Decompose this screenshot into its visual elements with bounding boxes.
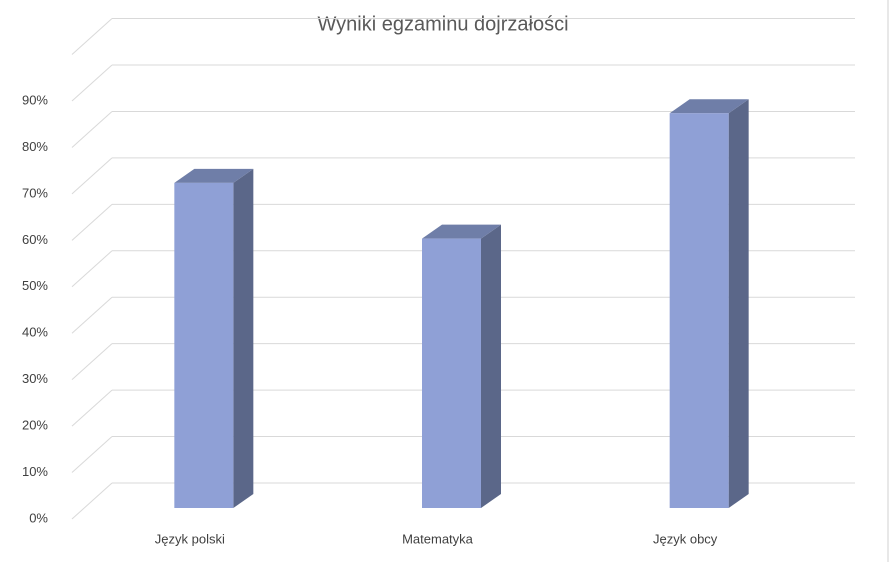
grid-line <box>71 296 113 334</box>
y-tick-label: 50% <box>22 278 48 293</box>
y-tick-label: 10% <box>22 464 48 479</box>
grid-line <box>71 436 113 473</box>
grid-line <box>71 482 113 520</box>
y-tick-label: 0% <box>29 510 48 525</box>
bar-top <box>174 168 254 183</box>
bar <box>422 238 481 508</box>
x-tick-label: Matematyka <box>402 531 474 546</box>
y-tick-label: 30% <box>22 371 48 386</box>
bar-side <box>481 224 501 508</box>
y-tick-label: 40% <box>22 325 48 340</box>
y-tick-label: 80% <box>22 139 48 154</box>
bar <box>174 182 234 508</box>
grid-line <box>71 157 113 195</box>
grid-line <box>71 64 113 102</box>
grid-line <box>71 203 113 241</box>
x-tick-label: Język obcy <box>653 531 718 546</box>
y-tick-label: 70% <box>22 185 48 200</box>
bar-side <box>233 168 254 508</box>
chart-title: Wyniki egzaminu dojrzałości <box>317 13 568 35</box>
grid-line <box>71 343 113 381</box>
x-tick-label: Język polski <box>155 531 225 546</box>
bar-top <box>422 224 501 239</box>
y-tick-label: 60% <box>22 232 48 247</box>
grid-line <box>71 111 113 148</box>
y-tick-label: 90% <box>22 92 48 107</box>
y-tick-label: 20% <box>22 418 48 433</box>
bar-side <box>728 99 749 508</box>
grid-line <box>71 18 113 55</box>
bar-top <box>669 99 749 114</box>
grid-line <box>71 250 113 288</box>
grid-line <box>71 389 113 427</box>
bar <box>669 113 729 508</box>
